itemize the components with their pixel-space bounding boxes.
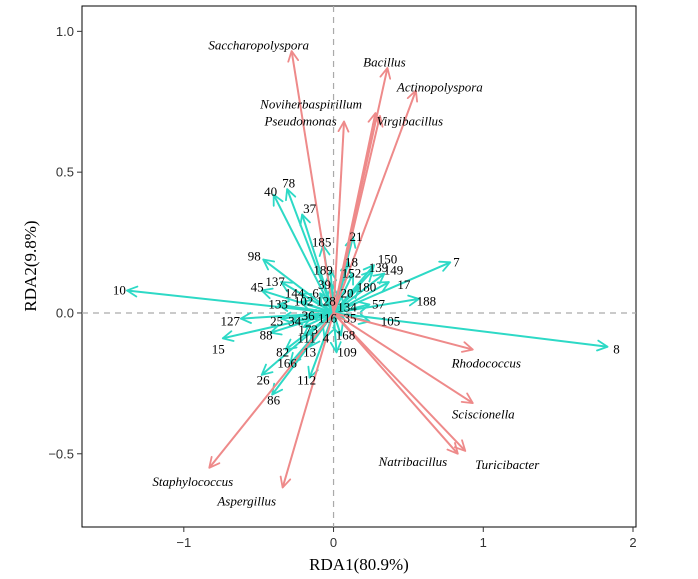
sample-label-21: 21: [350, 229, 363, 244]
sample-label-149: 149: [384, 263, 404, 278]
species-arrow-aspergillus: [279, 312, 335, 489]
species-arrow-staphylococcus: [208, 312, 335, 469]
sample-label-189: 189: [313, 263, 333, 278]
species-arrow-pseudomonas: [332, 120, 350, 314]
sample-label-173: 173: [298, 322, 318, 337]
x-axis: −1 0 1 2: [176, 527, 637, 550]
sample-label-102: 102: [294, 294, 314, 309]
plot-panel: [81, 5, 637, 528]
sample-label-112: 112: [297, 373, 316, 388]
sample-label-78: 78: [282, 175, 295, 190]
sample-label-188: 188: [417, 294, 437, 309]
sample-label-166: 166: [277, 356, 297, 371]
sample-label-18: 18: [345, 254, 358, 269]
species-label-virgibacillus: Virgibacillus: [377, 113, 443, 128]
sample-label-150: 150: [378, 251, 398, 266]
species-arrow-saccharopolyspora: [287, 50, 335, 314]
species-arrow-actinopolyspora: [332, 89, 419, 314]
sample-label-98: 98: [248, 249, 261, 264]
species-arrow-rhodococcus: [333, 312, 474, 353]
sample-label-36: 36: [302, 308, 316, 323]
species-arrow-turicibacter: [332, 312, 467, 452]
sample-label-13: 13: [303, 344, 316, 359]
sample-label-37: 37: [303, 201, 317, 216]
sample-label-39: 39: [318, 277, 331, 292]
species-arrows: [208, 50, 474, 489]
sample-label-111: 111: [297, 330, 316, 345]
sample-label-6: 6: [312, 285, 319, 300]
species-arrow-virgibacillus: [332, 114, 384, 314]
species-label-noviherbaspirillum: Noviherbaspirillum: [259, 97, 362, 112]
y-axis-title: RDA2(9.8%): [21, 220, 40, 311]
x-tick-label: −1: [176, 535, 191, 550]
species-label-natribacillus: Natribacillus: [378, 454, 448, 469]
sample-label-88: 88: [260, 327, 273, 342]
sample-label-20: 20: [341, 285, 354, 300]
y-tick-label: −0.5: [48, 446, 74, 461]
sample-label-152: 152: [342, 266, 362, 281]
sample-label-127: 127: [220, 313, 240, 328]
sample-arrow-78: [285, 188, 335, 314]
species-label-sciscionella: Sciscionella: [452, 406, 515, 421]
sample-label-185: 185: [312, 235, 332, 250]
sample-arrow-7: [333, 260, 452, 314]
sample-label-10: 10: [113, 282, 126, 297]
species-label-pseudomonas: Pseudomonas: [263, 113, 336, 128]
y-tick-label: 1.0: [56, 24, 74, 39]
sample-arrow-8: [333, 311, 609, 352]
species-label-actinopolyspora: Actinopolyspora: [396, 80, 483, 95]
zero-lines: [82, 6, 636, 527]
sample-label-82: 82: [276, 344, 289, 359]
sample-label-139: 139: [369, 260, 389, 275]
sample-arrow-15: [221, 311, 334, 342]
y-axis: −0.5 0.0 0.5 1.0: [48, 24, 82, 461]
x-tick-label: 1: [480, 535, 487, 550]
species-labels: Saccharopolyspora Bacillus Actinopolyspora…: [152, 37, 540, 508]
sample-label-8: 8: [613, 342, 620, 357]
species-label-turicibacter: Turicibacter: [475, 457, 540, 472]
species-label-rhodococcus: Rhodococcus: [451, 356, 521, 371]
sample-labels: 1087188171491501391521821180205713410535…: [113, 175, 620, 407]
sample-label-34: 34: [288, 313, 302, 328]
sample-label-17: 17: [397, 277, 411, 292]
species-arrow-sciscionella: [333, 312, 474, 404]
sample-label-128: 128: [316, 294, 336, 309]
sample-label-25: 25: [270, 313, 283, 328]
species-label-aspergillus: Aspergillus: [216, 494, 276, 509]
sample-label-86: 86: [267, 392, 281, 407]
sample-label-15: 15: [212, 342, 225, 357]
sample-label-26: 26: [257, 373, 271, 388]
x-axis-title: RDA1(80.9%): [309, 555, 409, 574]
sample-arrow-26: [260, 312, 335, 376]
sample-label-116: 116: [318, 311, 338, 326]
sample-arrow-10: [126, 285, 334, 314]
sample-label-168: 168: [336, 327, 356, 342]
species-arrow-natribacillus: [332, 312, 459, 455]
sample-label-4: 4: [323, 330, 330, 345]
sample-arrow-109: [329, 312, 342, 354]
y-tick-label: 0.0: [56, 305, 74, 320]
sample-label-7: 7: [453, 254, 460, 269]
sample-label-133: 133: [268, 297, 288, 312]
species-label-saccharopolyspora: Saccharopolyspora: [208, 37, 309, 52]
y-tick-label: 0.5: [56, 165, 74, 180]
sample-label-180: 180: [357, 280, 377, 295]
sample-label-109: 109: [337, 344, 357, 359]
sample-label-45: 45: [251, 280, 264, 295]
sample-label-35: 35: [344, 311, 357, 326]
species-label-staphylococcus: Staphylococcus: [152, 474, 233, 489]
sample-label-137: 137: [265, 274, 285, 289]
sample-label-40: 40: [264, 184, 277, 199]
sample-label-105: 105: [381, 313, 401, 328]
x-tick-label: 0: [330, 535, 337, 550]
sample-label-57: 57: [372, 297, 386, 312]
species-label-bacillus: Bacillus: [363, 54, 406, 69]
x-tick-label: 2: [629, 535, 636, 550]
sample-label-134: 134: [337, 299, 357, 314]
sample-label-144: 144: [285, 285, 305, 300]
